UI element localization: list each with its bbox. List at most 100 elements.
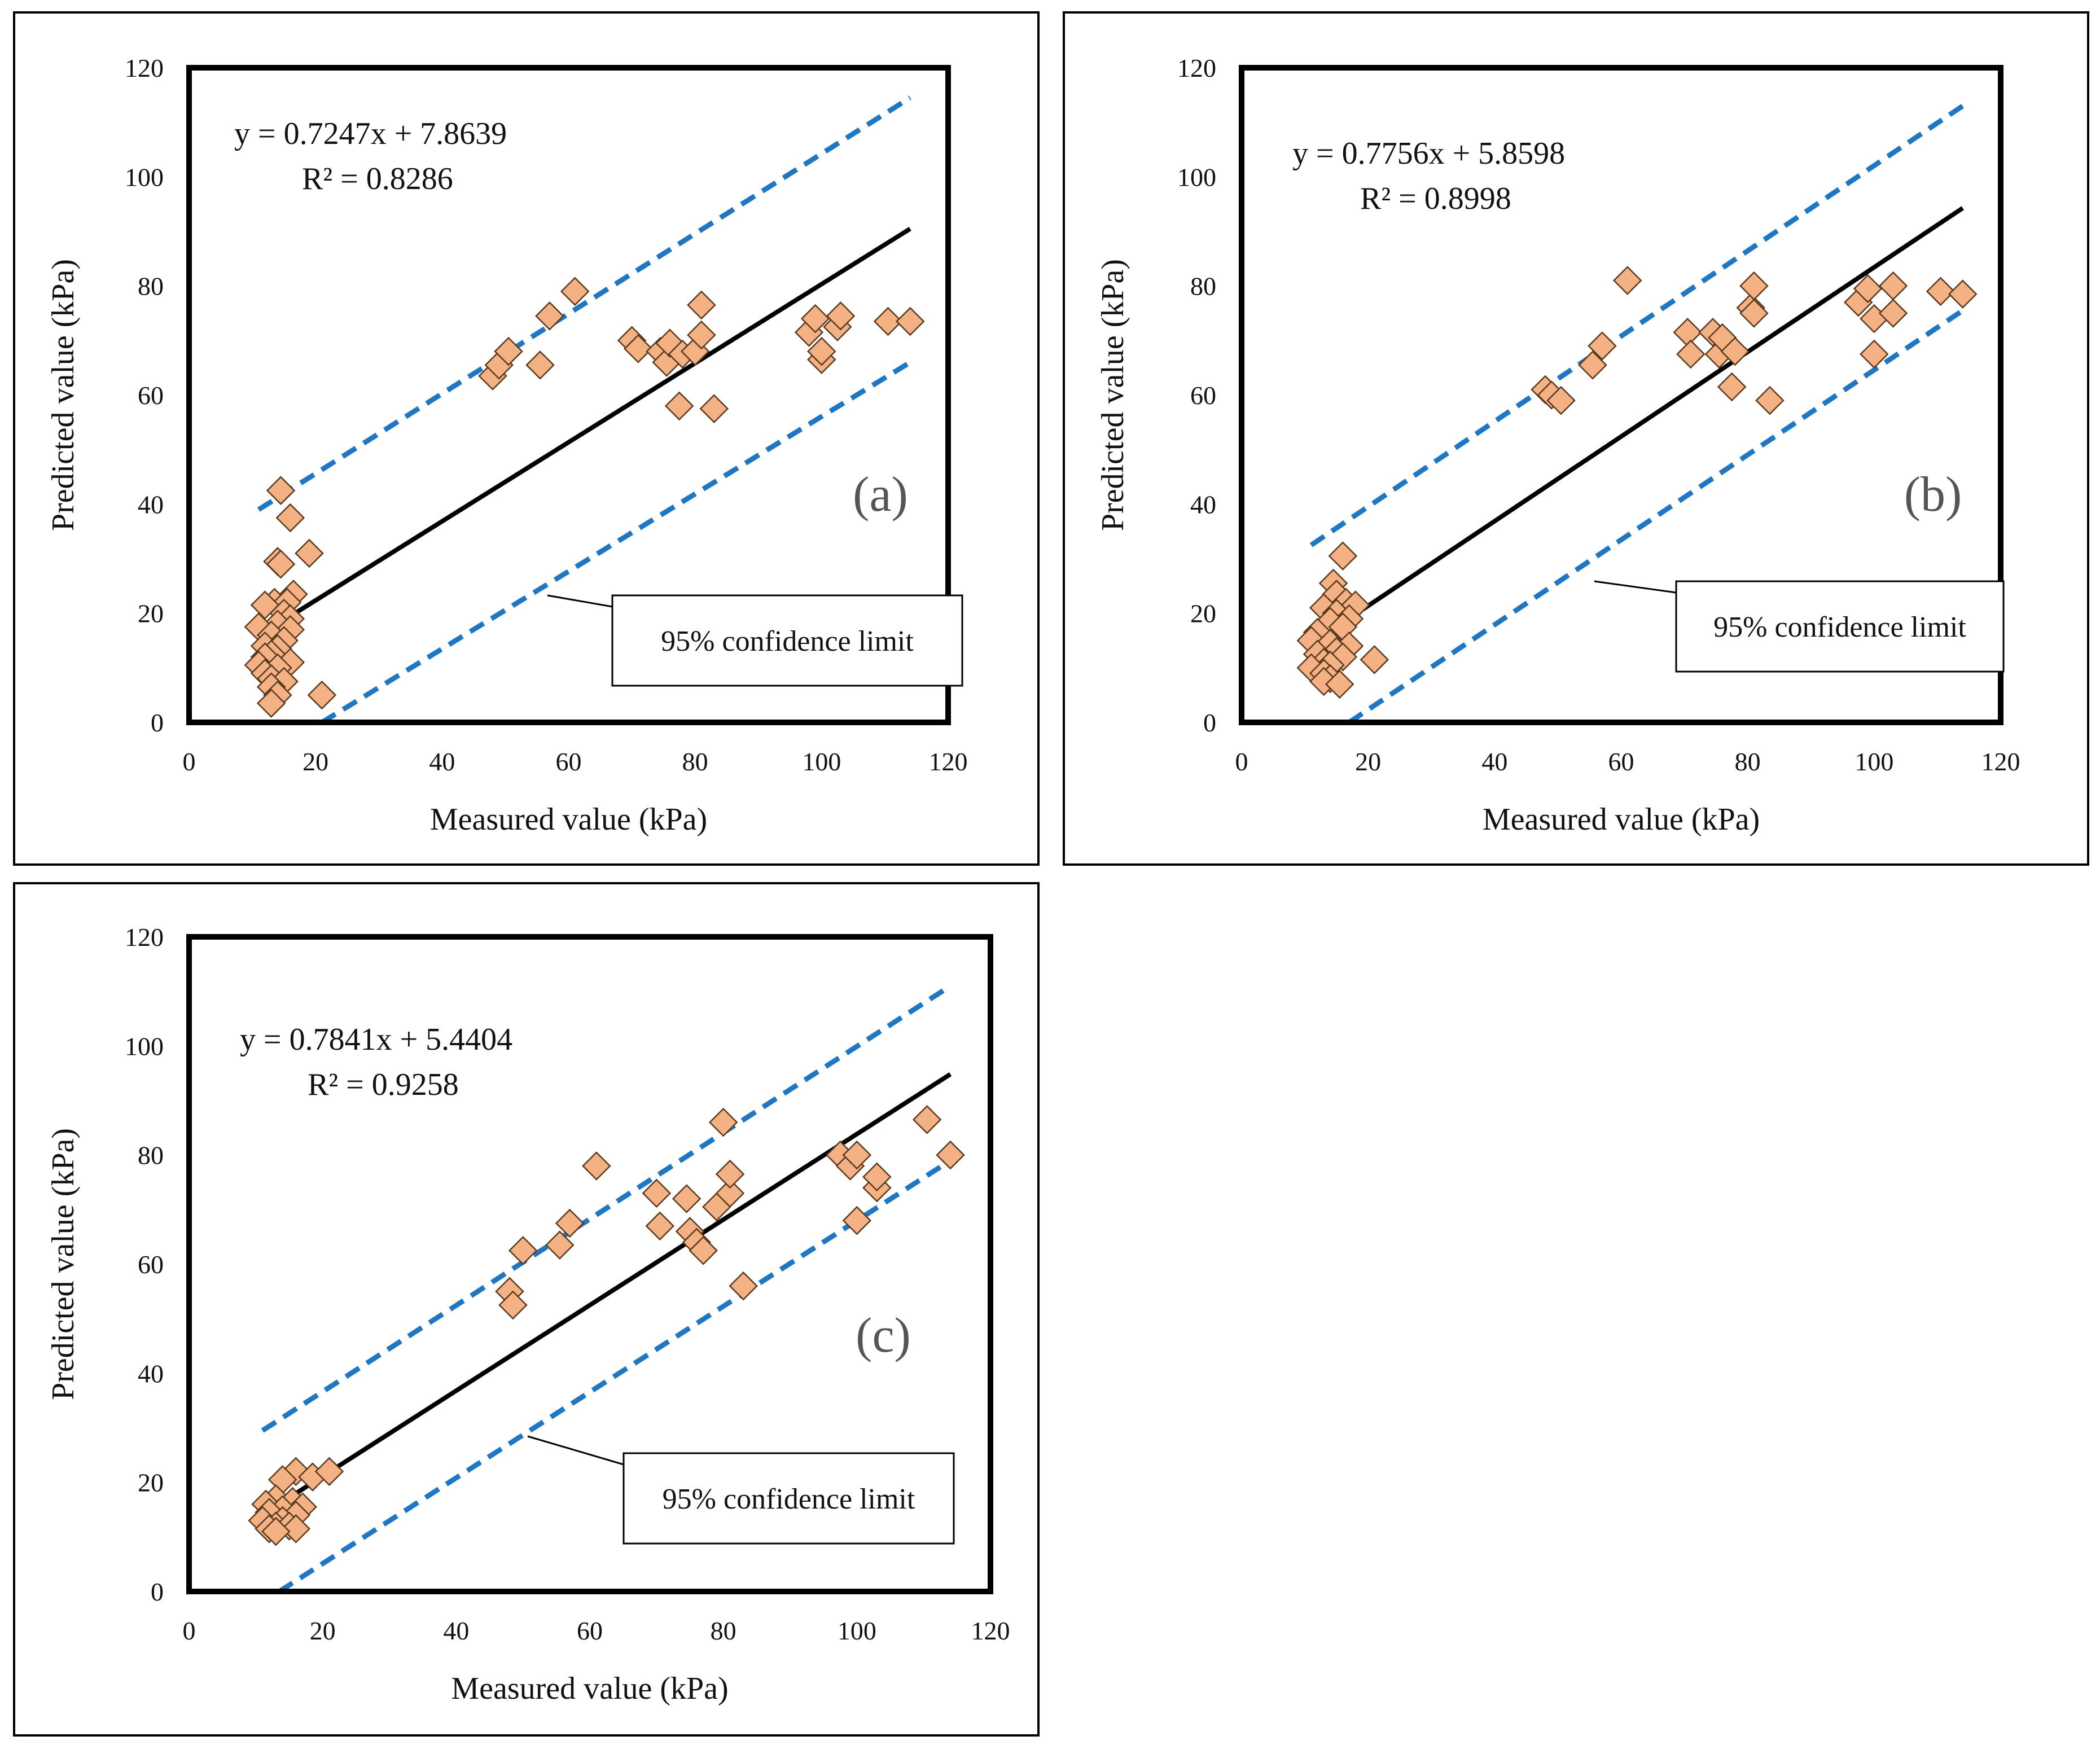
x-tick-label: 0 bbox=[1235, 747, 1248, 776]
data-point bbox=[862, 1162, 892, 1192]
data-point bbox=[261, 1516, 291, 1546]
y-tick-label: 40 bbox=[138, 1359, 164, 1388]
data-point bbox=[715, 1178, 745, 1208]
x-tick-label: 100 bbox=[1855, 747, 1893, 776]
chart-panel-1: 0 20 40 60 80 100 120 0 20 40 60 80 100 120 Measured v… bbox=[13, 11, 1040, 866]
x-tick-label: 80 bbox=[711, 1616, 736, 1645]
x-tick-label: 60 bbox=[577, 1616, 603, 1645]
data-point bbox=[687, 290, 716, 320]
data-point bbox=[266, 476, 296, 505]
data-point bbox=[912, 1105, 942, 1134]
upper-confidence-line bbox=[257, 95, 912, 512]
regression-equation: y = 0.7247x + 7.8639 bbox=[234, 116, 507, 151]
data-point bbox=[1878, 299, 1908, 328]
regression-equation: y = 0.7841x + 5.4404 bbox=[240, 1022, 512, 1057]
x-axis-label: Measured value (kPa) bbox=[430, 802, 707, 837]
data-point bbox=[672, 1184, 702, 1213]
data-point bbox=[1739, 299, 1769, 328]
data-point bbox=[807, 336, 836, 366]
x-tick-label: 0 bbox=[183, 747, 196, 776]
data-point bbox=[1328, 541, 1358, 571]
x-tick-label: 60 bbox=[556, 747, 582, 776]
data-point bbox=[1948, 279, 1978, 309]
data-point bbox=[1360, 645, 1389, 674]
data-point bbox=[314, 1457, 344, 1487]
callout-text: 95% confidence limit bbox=[661, 625, 914, 657]
data-point bbox=[1325, 669, 1354, 699]
y-tick-label: 120 bbox=[125, 54, 164, 82]
data-point bbox=[664, 391, 694, 421]
r-squared-label: R² = 0.8998 bbox=[1360, 181, 1511, 216]
x-axis-label: Measured value (kPa) bbox=[451, 1671, 728, 1706]
panel-frame bbox=[1063, 11, 2089, 866]
upper-confidence-line bbox=[1309, 103, 1965, 547]
y-tick-label: 120 bbox=[125, 923, 164, 952]
data-point bbox=[560, 277, 590, 306]
regression-equation: y = 0.7756x + 5.8598 bbox=[1292, 136, 1565, 171]
data-point bbox=[624, 334, 653, 363]
y-axis-label: Predicted value (kPa) bbox=[46, 259, 81, 531]
x-tick-label: 60 bbox=[1608, 747, 1634, 776]
panel-label: (b) bbox=[1904, 467, 1962, 522]
panel-label: (c) bbox=[856, 1308, 911, 1363]
regression-line bbox=[257, 226, 911, 638]
x-tick-label: 120 bbox=[971, 1616, 1010, 1645]
data-point bbox=[1588, 331, 1617, 361]
r-squared-label: R² = 0.8286 bbox=[302, 161, 453, 196]
data-point bbox=[1755, 385, 1785, 415]
x-tick-label: 40 bbox=[443, 1616, 469, 1645]
data-point bbox=[895, 306, 925, 336]
callout-text: 95% confidence limit bbox=[1713, 611, 1966, 643]
data-point bbox=[642, 1178, 672, 1208]
x-tick-label: 40 bbox=[429, 747, 455, 776]
data-point bbox=[1717, 372, 1747, 402]
lower-confidence-line bbox=[321, 360, 912, 725]
y-tick-label: 20 bbox=[1190, 599, 1216, 628]
data-point bbox=[1546, 385, 1576, 415]
data-point bbox=[1739, 271, 1769, 301]
regression-line bbox=[1310, 206, 1964, 646]
y-tick-label: 80 bbox=[138, 1141, 164, 1170]
y-tick-label: 120 bbox=[1177, 54, 1216, 82]
data-point bbox=[689, 1236, 718, 1265]
data-point bbox=[555, 1208, 585, 1238]
data-point bbox=[1578, 350, 1607, 380]
upper-confidence-line bbox=[261, 984, 952, 1433]
panel-label: (a) bbox=[853, 467, 908, 522]
data-point bbox=[1860, 339, 1889, 369]
data-point bbox=[708, 1107, 738, 1137]
callout-box bbox=[622, 1452, 955, 1545]
data-point bbox=[1676, 339, 1706, 369]
data-point bbox=[826, 301, 856, 331]
data-point bbox=[1720, 336, 1750, 366]
x-axis-label: Measured value (kPa) bbox=[1483, 802, 1760, 837]
data-point bbox=[645, 1211, 675, 1241]
data-point bbox=[1612, 266, 1642, 295]
data-point bbox=[494, 336, 523, 366]
data-point bbox=[1853, 274, 1883, 304]
y-tick-label: 60 bbox=[138, 381, 164, 410]
y-tick-label: 80 bbox=[138, 272, 164, 301]
x-tick-label: 100 bbox=[838, 1616, 876, 1645]
data-point bbox=[936, 1140, 965, 1170]
data-point bbox=[842, 1140, 872, 1170]
plot-area-border bbox=[186, 934, 993, 1594]
y-tick-label: 60 bbox=[1190, 381, 1216, 410]
x-tick-label: 80 bbox=[1735, 747, 1761, 776]
data-point bbox=[508, 1236, 538, 1265]
r-squared-label: R² = 0.9258 bbox=[308, 1067, 459, 1102]
data-point bbox=[281, 1514, 311, 1544]
y-tick-label: 80 bbox=[1190, 272, 1216, 301]
chart-panel-3: 0 20 40 60 80 100 120 0 20 40 60 80 100 120 Measured v… bbox=[13, 882, 1040, 1737]
y-tick-label: 100 bbox=[1177, 163, 1216, 191]
x-tick-label: 20 bbox=[302, 747, 328, 776]
x-tick-label: 120 bbox=[929, 747, 968, 776]
chart-panel-2: 0 20 40 60 80 100 120 0 20 40 60 80 100 120 Measured v… bbox=[1063, 11, 2089, 866]
callout-box bbox=[611, 594, 963, 687]
x-tick-label: 120 bbox=[1981, 747, 2020, 776]
plot-area-border bbox=[186, 65, 951, 725]
y-tick-label: 20 bbox=[138, 599, 164, 628]
y-tick-label: 0 bbox=[151, 1577, 164, 1606]
x-tick-label: 80 bbox=[682, 747, 708, 776]
